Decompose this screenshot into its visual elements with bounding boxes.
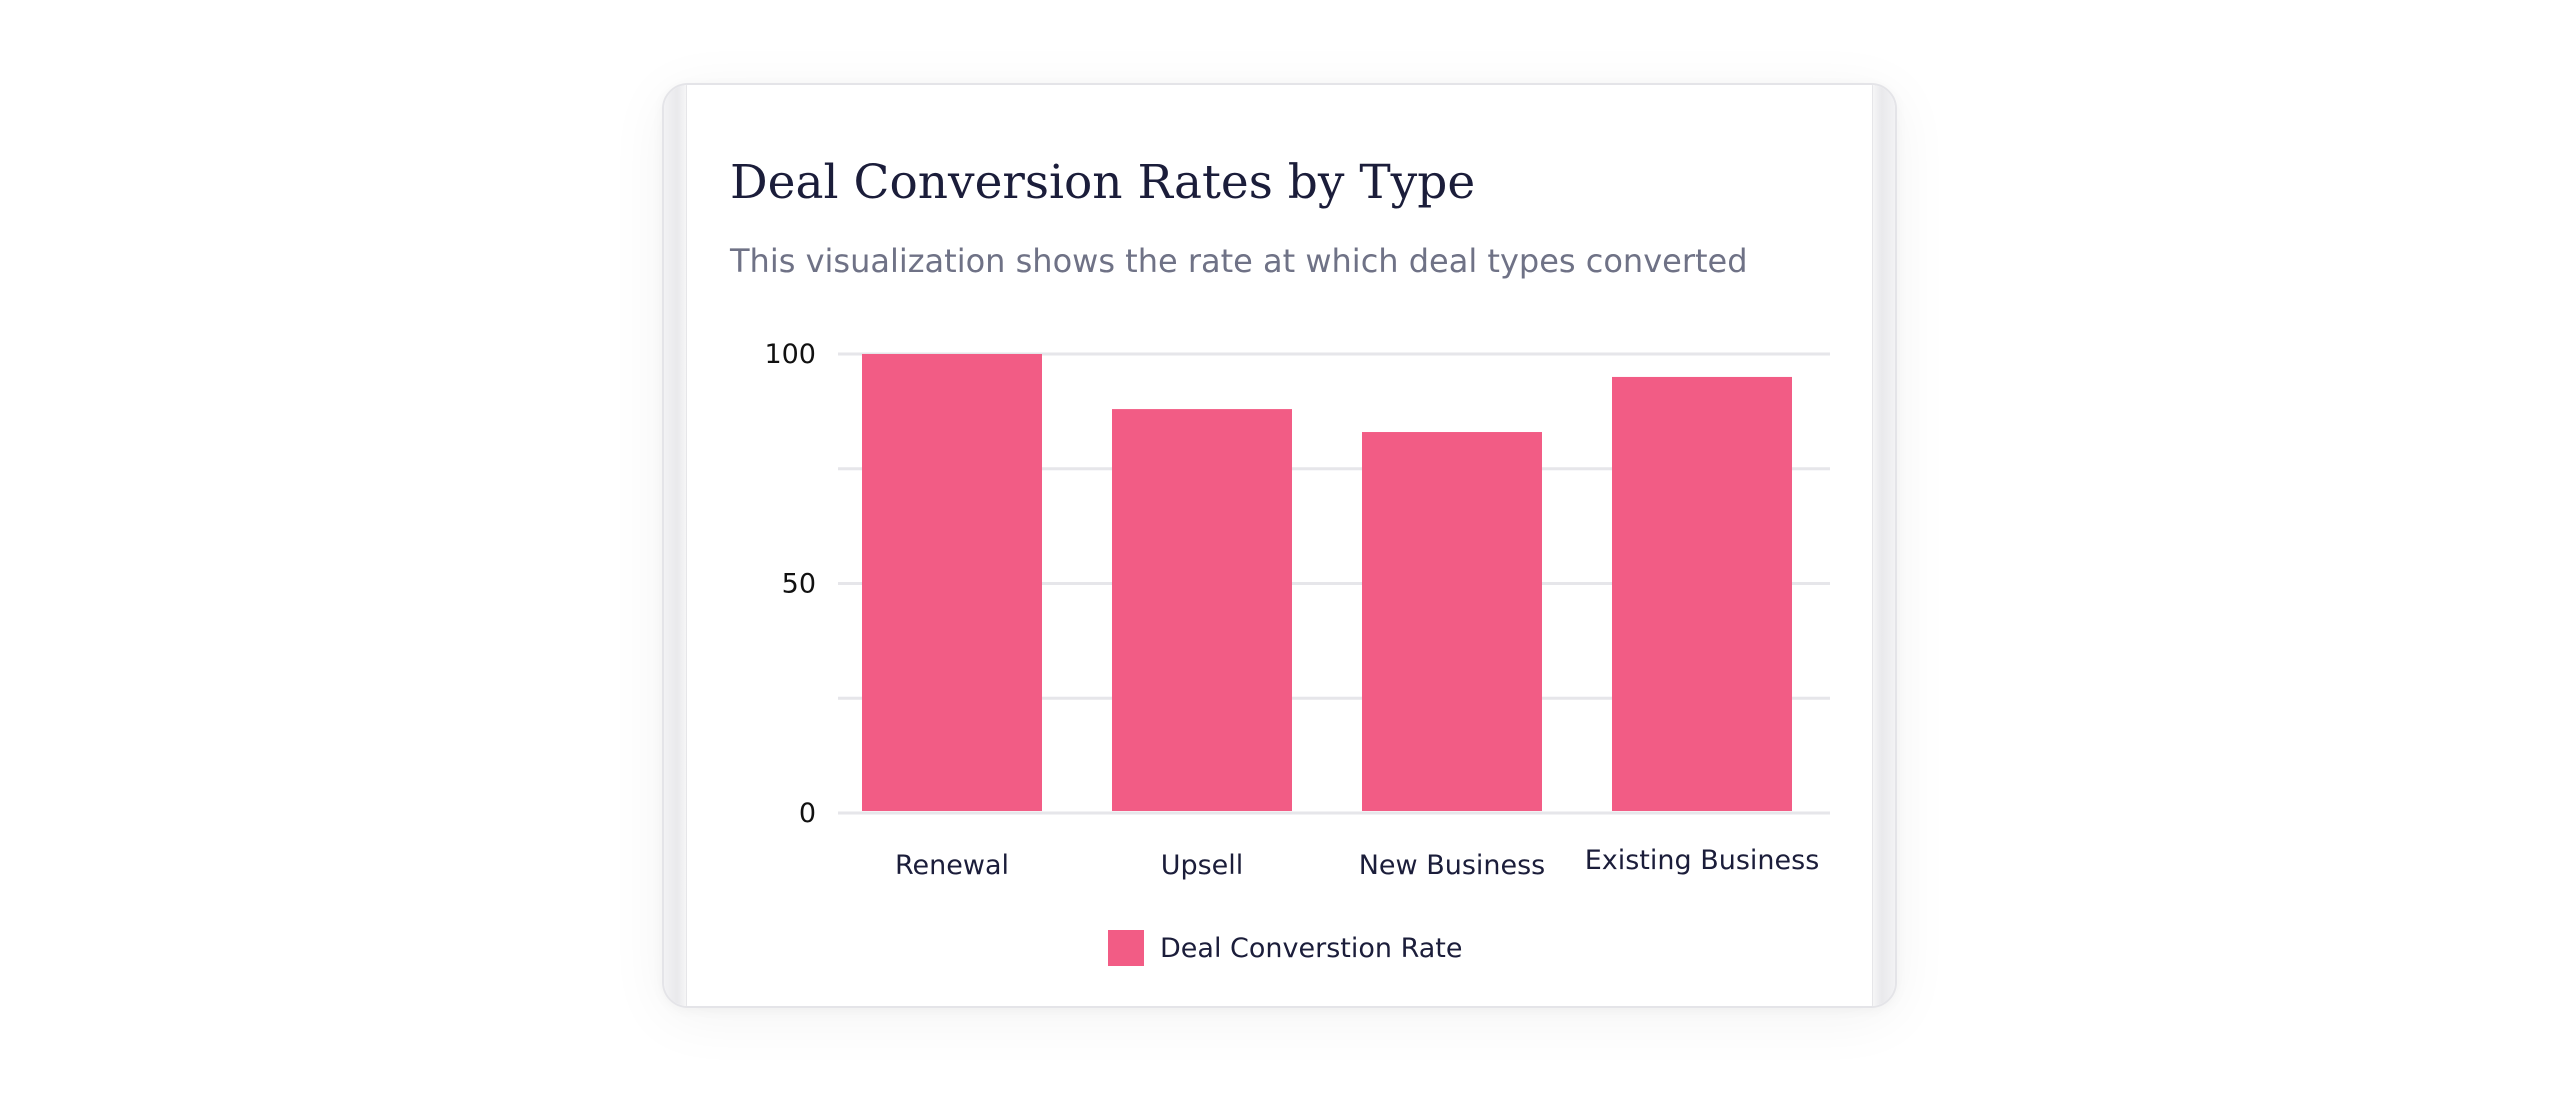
bar-renewal[interactable]: [862, 354, 1042, 811]
x-tick-label: New Business: [1359, 850, 1546, 881]
bar-chart: 0 50 100 Renewal Upsell New Business Existing …: [764, 339, 1830, 881]
y-tick-label: 0: [799, 798, 816, 829]
legend-label: Deal Converstion Rate: [1160, 932, 1463, 964]
chart-legend[interactable]: Deal Converstion Rate: [1108, 930, 1462, 966]
card-edge-left: [664, 85, 687, 1006]
x-tick-label: Upsell: [1161, 850, 1244, 881]
y-tick-label: 50: [782, 569, 816, 600]
bar-upsell[interactable]: [1112, 409, 1292, 811]
x-tick-label: Renewal: [895, 850, 1009, 881]
bar-new-business[interactable]: [1362, 432, 1542, 811]
chart-title: Deal Conversion Rates by Type: [730, 155, 1476, 210]
bar-existing-business[interactable]: [1612, 376, 1792, 811]
card-edge-right: [1872, 85, 1895, 1006]
y-tick-label: 100: [764, 339, 816, 370]
legend-swatch: [1108, 930, 1144, 966]
chart-subtitle: This visualization shows the rate at whi…: [730, 242, 1748, 280]
x-tick-label: Existing Business: [1585, 845, 1820, 876]
chart-card: Deal Conversion Rates by Type This visua…: [662, 83, 1897, 1008]
